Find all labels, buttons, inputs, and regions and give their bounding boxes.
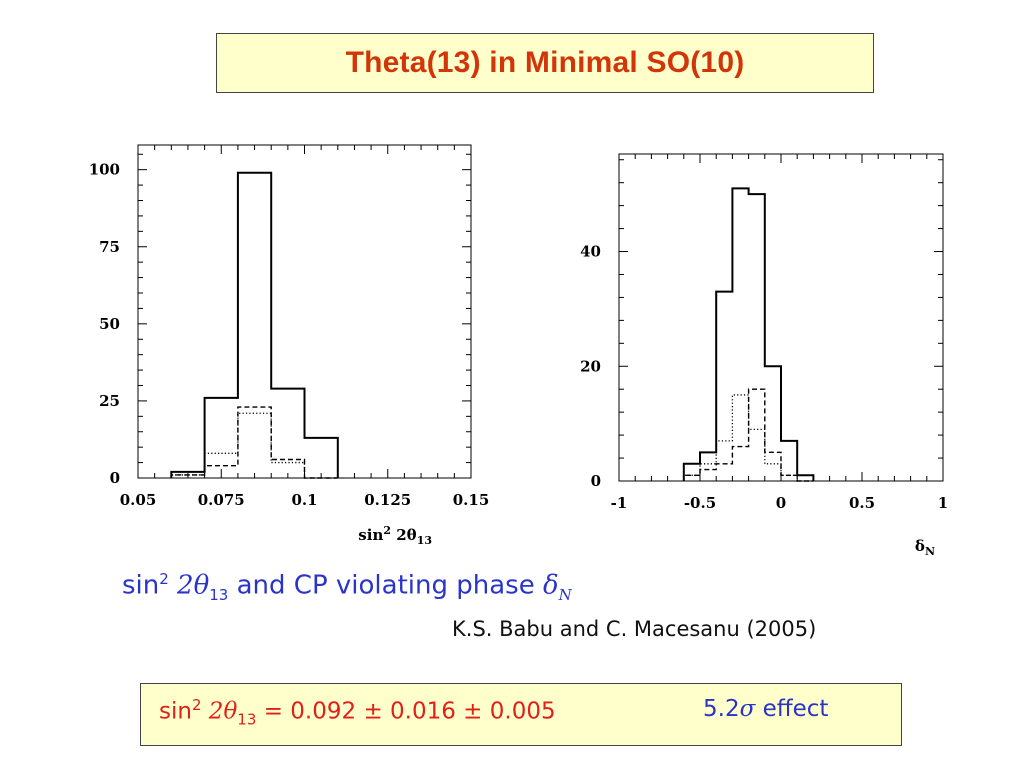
caption-sub: 13 <box>209 585 229 604</box>
x-tick-label-1: 0.15 <box>453 491 490 509</box>
result-value: = 0.092 ± 0.016 ± 0.005 <box>256 698 556 725</box>
x-tick-label-2: 0.5 <box>849 494 875 512</box>
caption: sin2 2θ13 and CP violating phase δN <box>122 570 572 604</box>
result-sin: sin <box>159 698 192 725</box>
y-tick-label-1: 75 <box>99 238 120 256</box>
y-tick-label-1: 50 <box>99 315 120 333</box>
caption-delta-sub: N <box>558 585 572 604</box>
y-tick-label-2: 20 <box>580 357 601 375</box>
effect-sigma: σ <box>739 696 756 722</box>
x-tick-label-2: -1 <box>611 494 628 512</box>
x-axis-title-2: δN <box>915 537 935 558</box>
x-tick-label-2: 1 <box>938 494 948 512</box>
effect-text: effect <box>755 696 829 722</box>
histogram-solid-1 <box>170 171 339 478</box>
effect-number: 5.2 <box>703 696 740 722</box>
result-effect: 5.2σ effect <box>703 696 828 722</box>
result-sub: 13 <box>237 710 257 729</box>
y-tick-label-1: 25 <box>99 392 120 410</box>
y-tick-label-2: 40 <box>580 243 601 261</box>
x-tick-label-1: 0.1 <box>291 491 317 509</box>
histogram-dashed-1 <box>170 406 338 479</box>
y-tick-label-2: 0 <box>591 472 601 490</box>
slide-title: Theta(13) in Minimal SO(10) <box>345 46 745 79</box>
title-box: Theta(13) in Minimal SO(10) <box>216 33 874 93</box>
histogram-dashed-2 <box>683 388 814 482</box>
x-axis-title-1: sin2 2θ13 <box>358 524 432 547</box>
x-tick-label-2: 0 <box>776 494 786 512</box>
caption-sup: 2 <box>159 570 169 588</box>
caption-text: and CP violating phase <box>228 570 543 601</box>
y-tick-label-1: 100 <box>89 161 120 179</box>
result-box: sin2 2θ13 = 0.092 ± 0.016 ± 0.005 5.2σ e… <box>140 683 902 746</box>
histogram-dotted-1 <box>170 412 338 479</box>
caption-theta: 2θ <box>168 570 210 601</box>
caption-delta: δ <box>542 570 559 601</box>
x-tick-label-1: 0.125 <box>364 491 411 509</box>
x-tick-label-1: 0.075 <box>198 491 245 509</box>
citation: K.S. Babu and C. Macesanu (2005) <box>452 617 817 641</box>
x-tick-label-1: 0.05 <box>120 491 157 509</box>
histogram-solid-2 <box>682 187 815 481</box>
histogram-dotted-2 <box>683 394 814 482</box>
result-formula: sin2 2θ13 = 0.092 ± 0.016 ± 0.005 <box>159 696 556 728</box>
y-tick-label-1: 0 <box>110 469 120 487</box>
result-sup: 2 <box>191 696 202 714</box>
caption-sin: sin <box>122 570 160 601</box>
x-tick-label-2: -0.5 <box>684 494 716 512</box>
result-theta: 2θ <box>201 698 238 725</box>
